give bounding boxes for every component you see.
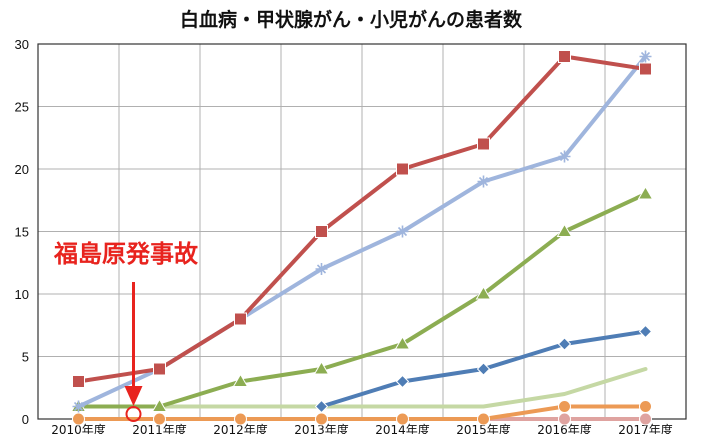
data-point bbox=[476, 362, 491, 376]
y-tick-label: 0 bbox=[22, 412, 29, 427]
y-tick-label: 5 bbox=[22, 350, 29, 365]
series-group bbox=[72, 400, 652, 426]
data-point bbox=[72, 400, 85, 413]
annotation-layer: 福島原発事故 bbox=[53, 240, 199, 422]
data-point bbox=[234, 412, 247, 426]
data-point bbox=[639, 400, 652, 413]
data-point bbox=[315, 412, 328, 426]
data-point bbox=[315, 263, 328, 275]
data-point bbox=[558, 400, 571, 413]
y-tick-label: 10 bbox=[15, 287, 29, 302]
x-tick-label: 2013年度 bbox=[294, 422, 349, 434]
data-point bbox=[556, 223, 573, 237]
data-point bbox=[153, 412, 166, 426]
y-axis: 0 5 10 15 20 25 30 bbox=[15, 37, 29, 427]
data-point bbox=[151, 398, 168, 412]
series-line bbox=[76, 367, 648, 409]
data-point bbox=[234, 312, 247, 326]
series-group bbox=[314, 324, 653, 414]
data-point bbox=[557, 337, 572, 351]
series-group bbox=[70, 186, 654, 412]
y-tick-label: 20 bbox=[15, 162, 29, 177]
data-point bbox=[396, 412, 409, 426]
data-point bbox=[475, 286, 492, 300]
data-point bbox=[638, 324, 653, 339]
x-axis: 2010年度 2011年度 2012年度 2013年度 2014年度 2015年度 2016… bbox=[51, 422, 673, 434]
chart-title: 白血病・甲状腺がん・小児がんの患者数 bbox=[180, 8, 523, 31]
data-point bbox=[315, 225, 328, 238]
data-point bbox=[395, 374, 410, 389]
series-group bbox=[72, 50, 652, 388]
x-tick-label: 2012年度 bbox=[213, 422, 268, 434]
data-point bbox=[639, 50, 652, 63]
x-tick-label: 2014年度 bbox=[375, 422, 430, 434]
data-point bbox=[639, 412, 652, 426]
annotation-text: 福島原発事故 bbox=[53, 240, 199, 268]
data-point bbox=[639, 62, 652, 76]
annotation-arrowhead bbox=[124, 386, 143, 406]
y-tick-label: 30 bbox=[15, 37, 29, 52]
x-tick-label: 2015年度 bbox=[456, 422, 511, 434]
data-point bbox=[396, 225, 409, 238]
y-tick-label: 25 bbox=[15, 100, 29, 115]
data-point bbox=[72, 412, 85, 426]
series-layer bbox=[70, 50, 654, 426]
series-line bbox=[76, 192, 648, 409]
series-line bbox=[76, 404, 648, 421]
x-tick-label: 2010年度 bbox=[51, 422, 106, 434]
data-point bbox=[558, 412, 571, 426]
y-tick-label: 15 bbox=[15, 225, 29, 240]
x-tick-label: 2011年度 bbox=[132, 422, 187, 434]
x-tick-label: 2016年度 bbox=[537, 422, 592, 434]
x-tick-label: 2017年度 bbox=[618, 422, 673, 434]
annotation-circle bbox=[125, 406, 142, 422]
data-point bbox=[558, 150, 571, 163]
data-point bbox=[232, 373, 249, 387]
data-point bbox=[153, 362, 166, 376]
data-point bbox=[477, 137, 490, 151]
data-point bbox=[313, 361, 330, 375]
data-point bbox=[558, 50, 571, 63]
grid bbox=[37, 43, 687, 420]
data-point bbox=[314, 399, 329, 414]
data-point bbox=[477, 412, 490, 426]
data-point bbox=[72, 375, 85, 388]
data-point bbox=[396, 162, 409, 176]
series-line bbox=[76, 54, 648, 384]
data-point bbox=[477, 175, 490, 188]
data-point bbox=[637, 186, 654, 200]
series-group bbox=[76, 367, 648, 409]
data-point bbox=[394, 336, 411, 350]
